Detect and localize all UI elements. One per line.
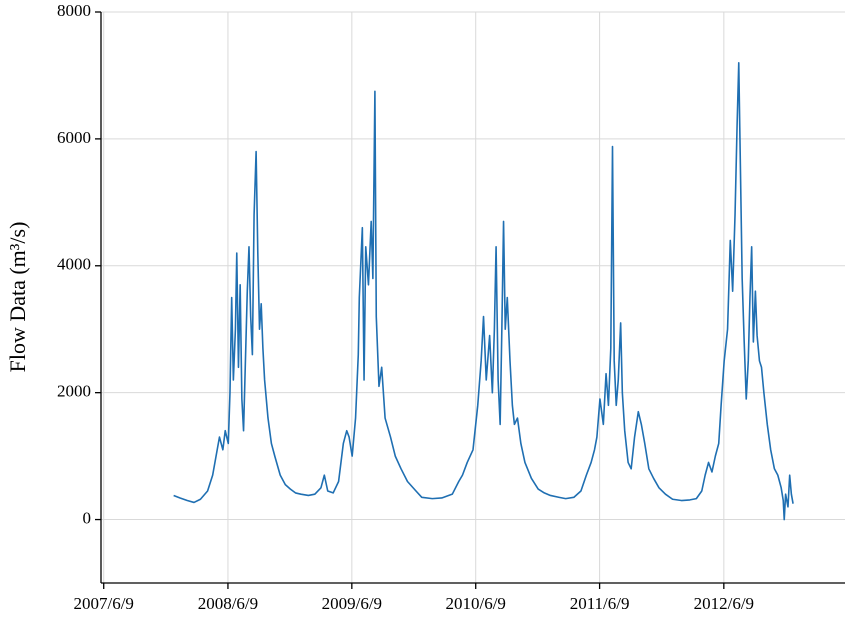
y-tick-label: 6000 <box>57 128 91 147</box>
x-tick-label: 2007/6/9 <box>73 594 133 613</box>
x-tick-label: 2012/6/9 <box>694 594 754 613</box>
y-axis-label: Flow Data (m³/s) <box>5 222 30 373</box>
x-tick-label: 2008/6/9 <box>198 594 258 613</box>
x-tick-label: 2009/6/9 <box>322 594 382 613</box>
y-tick-label: 4000 <box>57 255 91 274</box>
x-tick-label: 2010/6/9 <box>445 594 505 613</box>
y-tick-label: 8000 <box>57 1 91 20</box>
x-tick-label: 2011/6/9 <box>570 594 630 613</box>
y-tick-label: 0 <box>83 508 92 527</box>
flow-line <box>173 61 794 521</box>
y-tick-label: 2000 <box>57 382 91 401</box>
